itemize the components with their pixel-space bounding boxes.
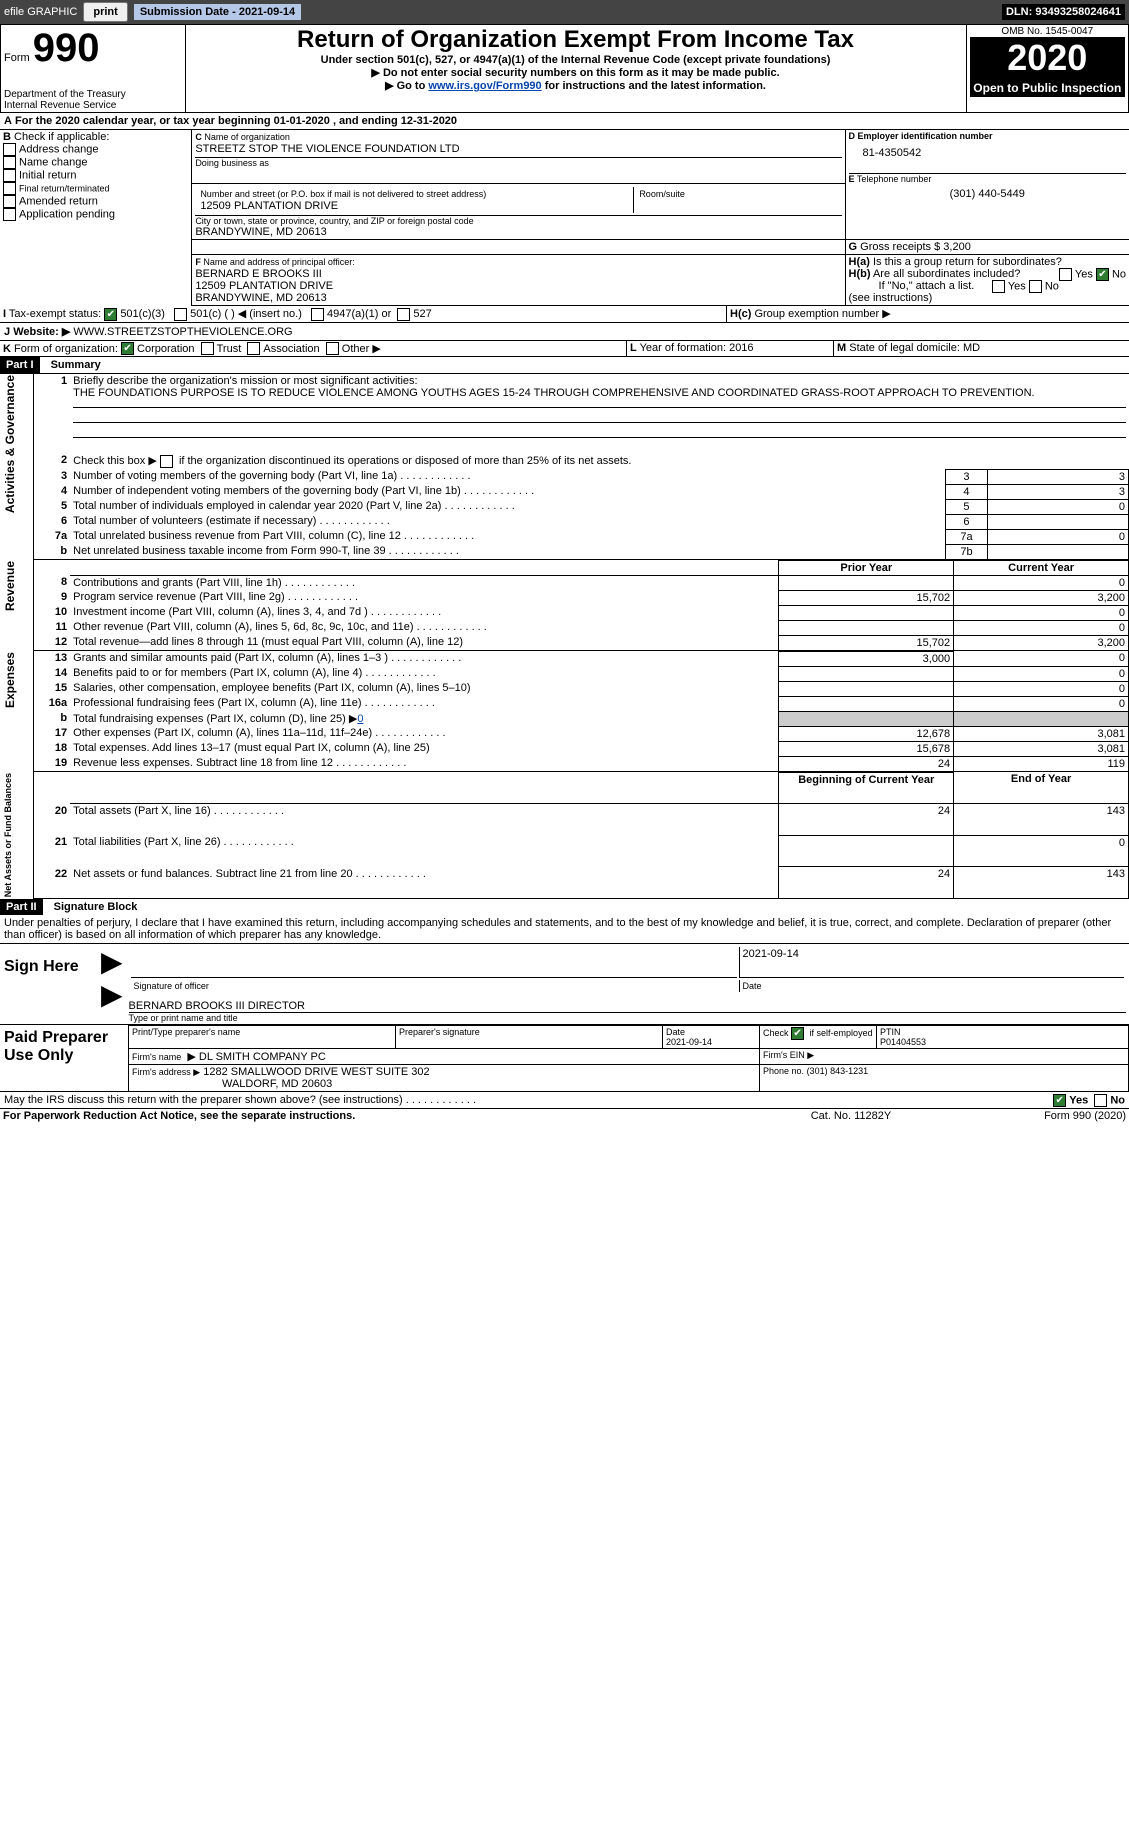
side-netassets: Net Assets or Fund Balances: [3, 773, 13, 897]
ha-no-cb[interactable]: [1096, 268, 1109, 281]
expenses-table: Expenses 13Grants and similar amounts pa…: [0, 651, 1129, 772]
page-title: Return of Organization Exempt From Incom…: [189, 26, 963, 54]
paid-preparer: Paid Preparer Use Only Print/Type prepar…: [0, 1025, 1129, 1092]
hb-yes-cb[interactable]: [992, 280, 1005, 293]
self-emp-cb[interactable]: [791, 1027, 804, 1040]
discuss-no-cb[interactable]: [1094, 1094, 1107, 1107]
part1-header: Part I Summary: [0, 357, 1129, 374]
final-cb[interactable]: [3, 182, 16, 195]
print-button[interactable]: print: [83, 2, 127, 22]
netassets-table: Net Assets or Fund Balances Beginning of…: [0, 772, 1129, 899]
top-bar: efile GRAPHIC print Submission Date - 20…: [0, 0, 1129, 24]
line2-cb[interactable]: [160, 455, 173, 468]
side-governance: Activities & Governance: [3, 375, 17, 513]
dept-label: Department of the Treasury: [4, 89, 182, 100]
section-bcdefgh: B Check if applicable: Address change Na…: [0, 130, 1129, 306]
form-number: 990: [33, 26, 100, 70]
org-name: STREETZ STOP THE VIOLENCE FOUNDATION LTD: [195, 143, 459, 155]
part1-body: Activities & Governance 1 Briefly descri…: [0, 374, 1129, 560]
sign-here: Sign Here ▶▶ 2021-09-14 Signature of off…: [0, 944, 1129, 1025]
side-expenses: Expenses: [3, 652, 17, 708]
warning: ▶ Do not enter social security numbers o…: [189, 66, 963, 79]
side-revenue: Revenue: [3, 561, 17, 611]
part2-header: Part II Signature Block: [0, 899, 1129, 915]
initial-cb[interactable]: [3, 169, 16, 182]
line-a: A For the 2020 calendar year, or tax yea…: [0, 113, 1129, 130]
irs-label: Internal Revenue Service: [4, 100, 182, 111]
may-discuss: May the IRS discuss this return with the…: [0, 1092, 1129, 1109]
app-pending-cb[interactable]: [3, 208, 16, 221]
efile-label: efile GRAPHIC: [4, 6, 77, 18]
mission: THE FOUNDATIONS PURPOSE IS TO REDUCE VIO…: [73, 387, 1034, 399]
goto-link[interactable]: www.irs.gov/Form990: [428, 80, 541, 92]
footer: For Paperwork Reduction Act Notice, see …: [0, 1109, 1129, 1123]
goto-pre: ▶ Go to: [385, 80, 428, 92]
revenue-table: Revenue Prior YearCurrent Year 8Contribu…: [0, 560, 1129, 651]
header-table: Form 990 Department of the Treasury Inte…: [0, 24, 1129, 113]
hb-no-cb[interactable]: [1029, 280, 1042, 293]
goto-post: for instructions and the latest informat…: [545, 80, 766, 92]
gross-receipts: 3,200: [943, 241, 971, 253]
form-word: Form: [4, 52, 30, 64]
subtitle: Under section 501(c), 527, or 4947(a)(1)…: [189, 54, 963, 66]
website: WWW.STREETZSTOPTHEVIOLENCE.ORG: [73, 326, 292, 338]
ein: 81-4350542: [849, 141, 1126, 173]
omb-label: OMB No. 1545-0047: [970, 26, 1125, 37]
addr-change-cb[interactable]: [3, 143, 16, 156]
open-public: Open to Public Inspection: [970, 79, 1125, 97]
501c3-cb[interactable]: [104, 308, 117, 321]
ha-yes-cb[interactable]: [1059, 268, 1072, 281]
tax-year: 2020: [970, 37, 1125, 79]
b-label: Check if applicable:: [14, 131, 109, 143]
dln-label: DLN: 93493258024641: [1002, 4, 1125, 20]
section-klm: K Form of organization: Corporation Trus…: [0, 341, 1129, 358]
section-i: I Tax-exempt status: 501(c)(3) 501(c) ( …: [0, 306, 1129, 323]
submission-date: Submission Date - 2021-09-14: [134, 4, 301, 20]
discuss-yes-cb[interactable]: [1053, 1094, 1066, 1107]
name-change-cb[interactable]: [3, 156, 16, 169]
phone: (301) 440-5449: [849, 184, 1126, 204]
declaration: Under penalties of perjury, I declare th…: [0, 915, 1129, 944]
amended-cb[interactable]: [3, 195, 16, 208]
corp-cb[interactable]: [121, 342, 134, 355]
